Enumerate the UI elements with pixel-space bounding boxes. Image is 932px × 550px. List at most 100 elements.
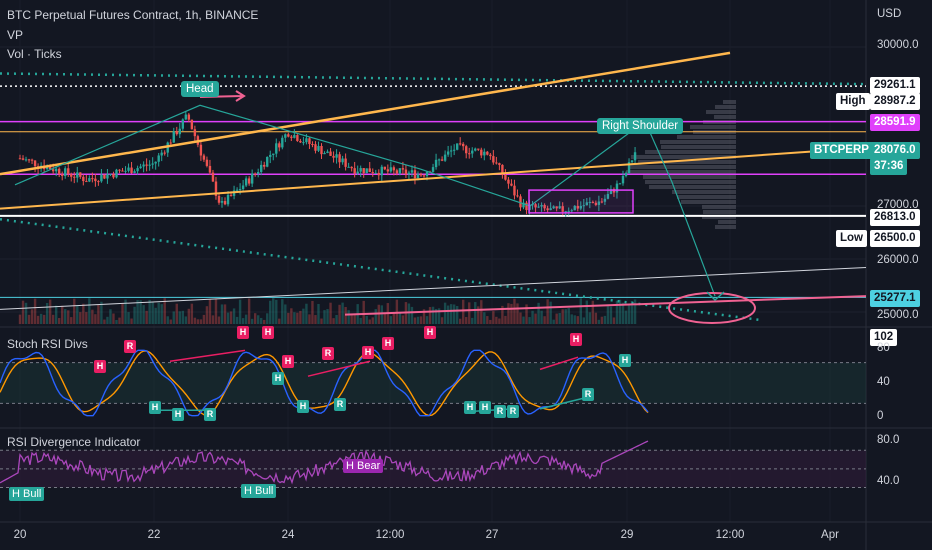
volume-profile-bar (715, 225, 736, 229)
candle-body (54, 168, 58, 172)
candle-body (293, 135, 296, 138)
price-tick: 25000.0 (877, 309, 919, 321)
volume-bar (48, 299, 52, 324)
volume-bar (335, 314, 338, 324)
stoch-pane-title[interactable]: Stoch RSI Divs (7, 337, 88, 351)
trendline-lower-orange (0, 146, 867, 210)
volume-bar (546, 299, 549, 324)
volume-bar (510, 303, 513, 324)
stoch-bear-div (539, 356, 579, 371)
candle-body (73, 176, 76, 178)
candle-body (480, 149, 483, 156)
rsi-pane-title[interactable]: RSI Divergence Indicator (7, 435, 141, 449)
candle-body (253, 173, 257, 175)
volume-bar (269, 300, 272, 324)
volume-bar (97, 304, 100, 324)
candle-body (21, 158, 25, 160)
volume-profile-bar (649, 185, 736, 189)
candle-body (226, 194, 230, 205)
candle-body (70, 174, 73, 177)
volume-bar (588, 312, 592, 324)
time-tick: 12:00 (715, 529, 745, 541)
candle-body (434, 159, 438, 168)
head-label[interactable]: Head (181, 81, 219, 97)
indicator-volume-label[interactable]: Vol · Ticks (7, 47, 62, 61)
candle-body (591, 201, 595, 203)
volume-bar (214, 298, 218, 324)
candle-body (250, 173, 254, 184)
volume-bar (350, 314, 353, 324)
volume-bar (193, 317, 197, 324)
level-tag-26813: 26813.0 (870, 209, 920, 226)
divergence-marker-icon: R (494, 405, 506, 418)
candle-body (407, 172, 411, 175)
volume-bar (238, 299, 242, 324)
candle-body (543, 204, 546, 209)
volume-bar (627, 303, 631, 324)
candle-body (582, 205, 586, 207)
volume-bar (175, 303, 178, 324)
candle-body (142, 164, 145, 167)
candle-body (416, 174, 420, 179)
volume-bar (495, 316, 498, 324)
volume-bar (513, 298, 516, 324)
candle-body (281, 137, 284, 148)
candle-body (368, 168, 371, 173)
volume-bar (100, 301, 103, 324)
volume-bar (452, 304, 456, 324)
volume-profile-bar (626, 170, 736, 174)
candle-body (471, 150, 474, 154)
volume-bar (127, 312, 130, 324)
low-value-tag: 26500.0 (870, 230, 920, 247)
level-tag-28591: 28591.9 (870, 114, 920, 131)
indicator-vp-label[interactable]: VP (7, 28, 24, 42)
divergence-marker-icon: H (297, 400, 309, 413)
candle-body (510, 183, 513, 186)
candle-body (609, 189, 613, 195)
candle-body (148, 164, 151, 166)
volume-bar (91, 309, 94, 324)
volume-bar (323, 310, 326, 324)
volume-bar (455, 305, 459, 324)
candle-body (326, 151, 329, 153)
volume-bar (621, 302, 625, 324)
volume-bar (383, 312, 387, 324)
stoch-value-tag: 102 (870, 329, 898, 346)
right-shoulder-label[interactable]: Right Shoulder (597, 118, 684, 134)
chart-title: BTC Perpetual Futures Contract, 1h, BINA… (7, 8, 259, 22)
volume-bar (582, 317, 586, 324)
volume-bar (477, 306, 480, 324)
candle-body (380, 166, 383, 176)
volume-bar (130, 318, 133, 324)
candle-body (121, 170, 124, 172)
volume-bar (232, 308, 236, 324)
candle-body (18, 158, 22, 160)
candle-body (97, 181, 100, 183)
candle-body (561, 206, 564, 212)
stoch-tick: 40 (877, 376, 890, 388)
candle-body (51, 169, 55, 172)
candle-body (317, 146, 320, 151)
volume-bar (576, 316, 579, 324)
volume-bar (299, 310, 302, 324)
low-label-tag: Low (836, 230, 867, 247)
volume-bar (528, 317, 531, 324)
divergence-marker-icon: H (382, 337, 394, 350)
candle-body (522, 202, 525, 208)
volume-bar (516, 303, 519, 324)
candle-body (151, 163, 154, 165)
candle-body (585, 202, 589, 206)
candle-body (329, 151, 332, 156)
volume-bar (190, 303, 194, 324)
volume-profile-bar (723, 100, 736, 104)
candle-body (205, 159, 209, 166)
candle-body (115, 169, 118, 178)
volume-bar (305, 303, 308, 324)
candle-body (338, 154, 341, 163)
candle-body (597, 201, 601, 205)
candle-body (594, 202, 598, 205)
volume-profile-bar (677, 135, 736, 139)
volume-bar (419, 316, 423, 324)
volume-bar (281, 299, 284, 324)
